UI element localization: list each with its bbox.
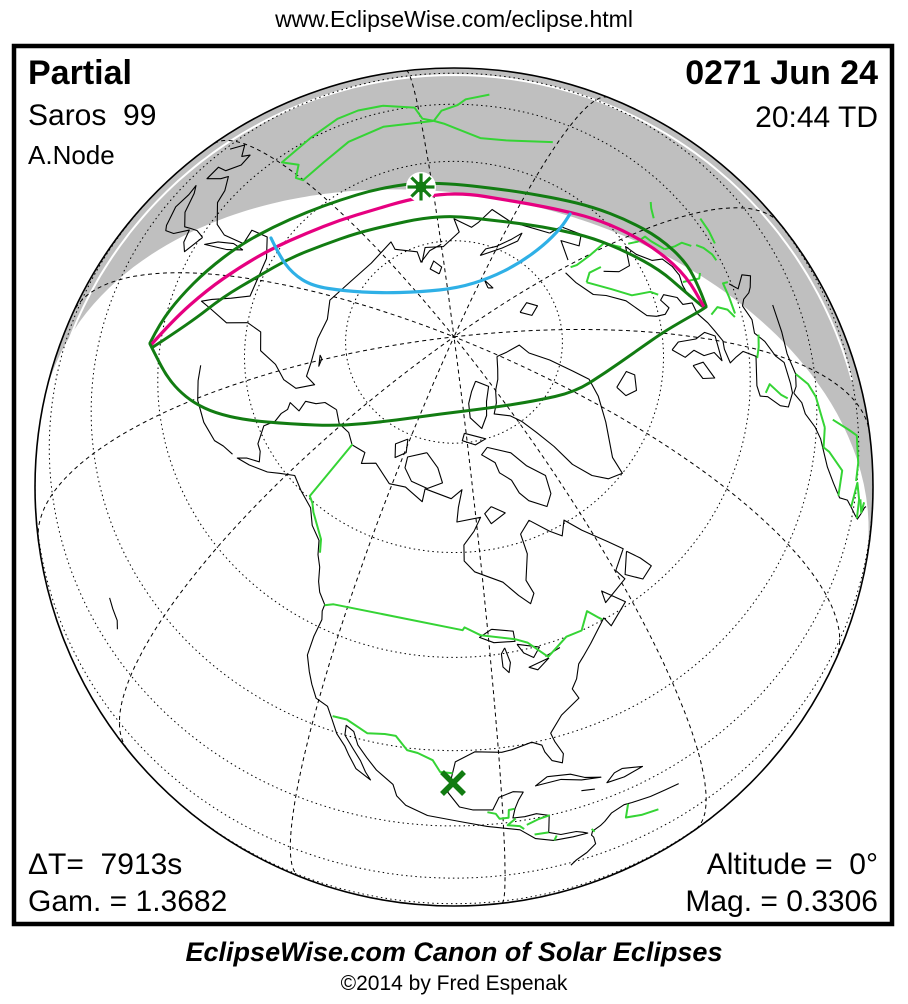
country-border	[332, 715, 453, 775]
meridian-line	[71, 272, 455, 338]
coastline	[200, 144, 268, 324]
meridian-line	[453, 329, 871, 435]
country-border	[624, 803, 659, 819]
coastline	[603, 246, 690, 297]
country-border	[756, 334, 760, 359]
coastline	[461, 432, 487, 446]
meridian-line	[453, 336, 506, 904]
country-border	[627, 235, 666, 251]
coastline	[421, 208, 550, 263]
coastline	[793, 392, 867, 520]
country-border	[585, 266, 602, 283]
meridian-line	[289, 336, 455, 878]
delta-t-label: ΔT= 7913s	[28, 848, 183, 881]
meridian-line	[453, 96, 608, 338]
country-border	[280, 104, 434, 182]
coastline	[519, 302, 539, 316]
saros-label: Saros 99	[28, 99, 157, 132]
coastline	[404, 452, 444, 490]
coastline	[606, 765, 644, 784]
coastline	[500, 647, 511, 674]
globe-limb	[34, 67, 874, 907]
graticule	[35, 70, 873, 905]
map-frame	[11, 43, 895, 927]
coastline	[528, 657, 550, 671]
gamma-label: Gam. = 1.3682	[28, 885, 228, 918]
country-border	[433, 93, 490, 122]
country-border	[649, 201, 655, 219]
country-border	[832, 418, 860, 482]
coastline	[236, 400, 627, 841]
coastline	[534, 773, 602, 787]
country-border	[324, 603, 603, 658]
coastline	[624, 550, 652, 580]
coastline	[493, 344, 623, 480]
country-border	[586, 281, 659, 297]
coastline	[479, 232, 523, 257]
coastline	[481, 446, 552, 508]
coastline	[204, 241, 244, 251]
meridian-line	[453, 336, 841, 660]
coastline	[468, 380, 490, 430]
magnitude-label: Mag. = 0.3306	[685, 885, 878, 918]
country-border	[553, 835, 558, 841]
coastline	[165, 185, 204, 253]
meridian-line	[453, 207, 780, 338]
southern-penumbral-limit	[148, 305, 708, 427]
country-border	[590, 828, 596, 833]
coastline	[394, 438, 409, 459]
country-border	[526, 814, 551, 826]
coastline	[692, 361, 716, 380]
country-border	[794, 373, 826, 428]
country-border	[699, 218, 716, 244]
coastline	[318, 354, 323, 367]
rise-set-inner-green	[151, 215, 704, 349]
country-border	[850, 481, 861, 519]
greatest-eclipse-marker	[406, 172, 436, 202]
coastline	[197, 365, 233, 455]
footer-copyright: ©2014 by Fred Espenak	[340, 972, 568, 995]
coastline	[484, 506, 506, 525]
coastline	[570, 783, 679, 866]
maximum-eclipse-at-sunrise-sunset	[269, 212, 572, 295]
country-border	[433, 119, 553, 144]
country-border	[822, 427, 844, 496]
subsolar-marker	[440, 770, 466, 796]
meridian-line	[37, 336, 455, 540]
meridian-line	[406, 70, 455, 337]
coastline	[429, 260, 443, 275]
eclipse-type-label: Partial	[28, 54, 132, 92]
coastline	[671, 331, 723, 362]
night-shade	[44, 68, 873, 561]
coastline	[484, 279, 494, 289]
coastlines	[109, 144, 867, 866]
url-header: www.EclipseWise.com/eclipse.html	[275, 6, 633, 32]
coastline	[581, 788, 595, 792]
country-border	[695, 244, 718, 261]
country-border	[487, 807, 515, 820]
night-limb-white-arc	[65, 73, 853, 381]
country-border	[506, 817, 525, 830]
meridian-line	[453, 336, 707, 830]
country-border	[710, 306, 736, 318]
coastline	[616, 370, 638, 397]
country-border	[722, 281, 736, 314]
eclipse-begins-ends-at-sunrise-sunset	[149, 192, 706, 347]
altitude-label: Altitude = 0°	[706, 848, 878, 881]
eclipse-time-label: 20:44 TD	[755, 101, 878, 134]
coastline	[109, 597, 118, 630]
eclipse-date-label: 0271 Jun 24	[685, 54, 878, 92]
coastline	[772, 304, 797, 394]
country-border	[534, 831, 549, 836]
country-border	[764, 383, 789, 400]
coastline	[565, 272, 794, 408]
country-border	[308, 443, 354, 553]
footer-title: EclipseWise.com Canon of Solar Eclipses	[185, 937, 723, 967]
globe-disc	[35, 68, 873, 906]
country-border	[859, 499, 866, 514]
coastline	[247, 241, 442, 389]
node-label: A.Node	[28, 140, 115, 170]
